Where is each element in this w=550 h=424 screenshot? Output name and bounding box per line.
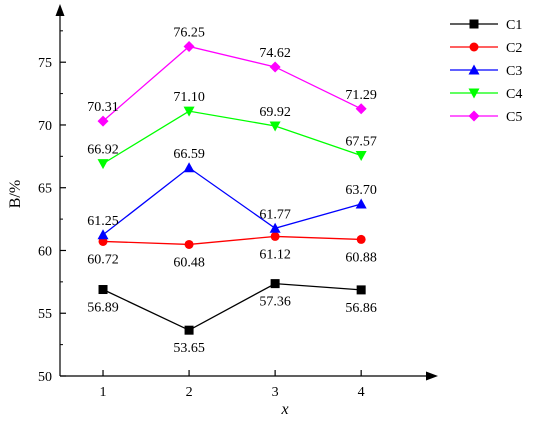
series-c5-point bbox=[355, 103, 367, 115]
series-c4-data-label: 69.92 bbox=[259, 105, 291, 120]
legend-c3-marker bbox=[468, 64, 480, 75]
legend-c2-label: C2 bbox=[506, 41, 522, 56]
y-tick-label: 55 bbox=[38, 307, 52, 322]
series-c4-data-label: 66.92 bbox=[87, 143, 119, 158]
series-c2-data-label: 60.88 bbox=[345, 250, 377, 265]
y-tick-label: 70 bbox=[38, 119, 52, 134]
legend-c3-label: C3 bbox=[506, 64, 522, 79]
series-c4-point bbox=[183, 106, 195, 117]
series-c1-data-label: 56.89 bbox=[87, 301, 119, 316]
x-axis-arrow bbox=[426, 371, 438, 381]
series-c5-point bbox=[97, 115, 109, 127]
y-tick-label: 50 bbox=[38, 370, 52, 385]
plot-area: 56.89 53.65 57.36 56.86 60.72 60.48 61.12 60.88… bbox=[87, 26, 377, 357]
legend-c1-label: C1 bbox=[506, 18, 522, 33]
series-c1-point bbox=[184, 325, 194, 335]
series-c2-point bbox=[184, 239, 194, 249]
series-c3-data-label: 66.59 bbox=[173, 147, 205, 162]
series-c2-point bbox=[356, 234, 366, 244]
y-tick-label: 60 bbox=[38, 244, 52, 259]
series-c1-point bbox=[356, 285, 366, 295]
series-c3-point bbox=[183, 162, 195, 173]
series-c3-line bbox=[102, 166, 362, 236]
series-c5-line bbox=[102, 45, 362, 122]
series-c4-line bbox=[102, 110, 362, 165]
series-c5-data-label: 76.25 bbox=[173, 26, 205, 41]
series-c4-point bbox=[97, 159, 109, 170]
series-c5-data-label: 74.62 bbox=[259, 46, 291, 61]
series-c1-line bbox=[102, 282, 362, 331]
legend-c4-marker bbox=[468, 88, 480, 99]
legend-c5-marker bbox=[468, 110, 480, 122]
series-c3-point bbox=[97, 229, 109, 240]
series-c2-data-label: 61.12 bbox=[259, 247, 291, 262]
y-tick-label: 65 bbox=[38, 182, 52, 197]
x-tick-label: 4 bbox=[358, 385, 365, 400]
legend-c2-marker bbox=[469, 42, 479, 52]
series-c2-data-label: 60.48 bbox=[173, 255, 205, 270]
legend-c4-label: C4 bbox=[506, 87, 522, 102]
series-c2-line bbox=[103, 235, 362, 246]
series-c5-data-label: 70.31 bbox=[87, 100, 119, 115]
legend-c5-label: C5 bbox=[506, 110, 522, 125]
series-c1-data-label: 53.65 bbox=[173, 341, 205, 356]
legend: C1 C2 C3 C4 C5 bbox=[450, 18, 522, 125]
series-c4-data-label: 67.57 bbox=[345, 134, 377, 149]
series-c1-data-label: 57.36 bbox=[259, 295, 291, 310]
x-tick-label: 3 bbox=[272, 385, 279, 400]
series-c5-point bbox=[183, 41, 195, 53]
series-c3-data-label: 61.25 bbox=[87, 214, 119, 229]
y-axis-arrow bbox=[55, 4, 65, 16]
series-c1-data-label: 56.86 bbox=[345, 301, 377, 316]
series-c2-point bbox=[270, 231, 280, 241]
series-c3-data-label: 63.70 bbox=[345, 183, 377, 198]
series-c3-point bbox=[269, 222, 281, 233]
axes: 1 2 3 4 50 55 60 65 70 75 bbox=[38, 4, 438, 400]
legend-c1-marker bbox=[469, 19, 479, 29]
series-c3-data-label: 61.77 bbox=[259, 207, 291, 222]
series-c2-data-label: 60.72 bbox=[87, 252, 119, 267]
series-c4-point bbox=[269, 121, 281, 132]
x-tick-label: 2 bbox=[186, 385, 193, 400]
series-c4-data-label: 71.10 bbox=[173, 90, 205, 105]
series-c1-point bbox=[270, 279, 280, 289]
y-axis-title: B/% bbox=[7, 180, 24, 208]
y-tick-label: 75 bbox=[38, 56, 52, 71]
series-c3-point bbox=[355, 198, 367, 209]
series-c4-point bbox=[355, 150, 367, 161]
series-c5-point bbox=[269, 61, 281, 73]
series-c5-data-label: 71.29 bbox=[345, 88, 377, 103]
x-tick-label: 1 bbox=[100, 385, 107, 400]
series-c1-point bbox=[98, 285, 108, 295]
x-axis-title: x bbox=[280, 401, 288, 418]
